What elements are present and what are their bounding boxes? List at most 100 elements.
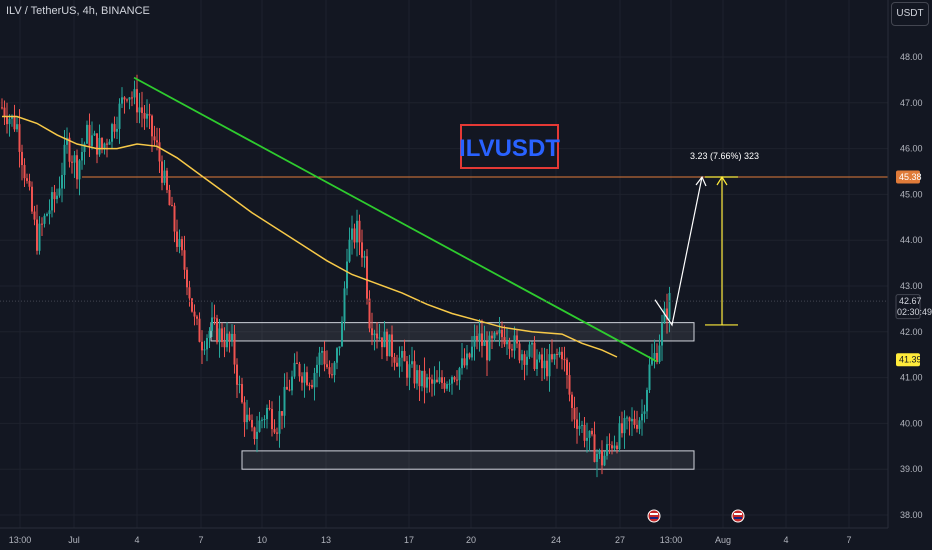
candle-body bbox=[113, 124, 116, 132]
candle-body bbox=[433, 379, 436, 384]
candle-body bbox=[331, 374, 333, 376]
candle-body bbox=[246, 414, 248, 423]
candle bbox=[26, 173, 28, 184]
candle bbox=[291, 370, 293, 396]
currency-button[interactable]: USDT bbox=[891, 2, 929, 26]
candle bbox=[243, 396, 246, 437]
candle bbox=[68, 132, 71, 168]
candle-body bbox=[371, 328, 373, 336]
candle-body bbox=[88, 124, 91, 146]
candle bbox=[256, 416, 258, 453]
candle-body bbox=[631, 418, 633, 422]
candle-body bbox=[353, 228, 356, 243]
candle-body bbox=[78, 160, 81, 180]
candle-body bbox=[426, 377, 428, 388]
candle-body bbox=[158, 142, 161, 162]
candle bbox=[313, 367, 316, 401]
candle bbox=[501, 321, 503, 348]
candle-body bbox=[333, 362, 336, 376]
candle bbox=[216, 314, 218, 345]
candle-body bbox=[186, 269, 188, 288]
candle-body bbox=[506, 341, 508, 345]
candle bbox=[496, 330, 498, 336]
candle-body bbox=[183, 250, 186, 270]
price-tag-value: 45.38 bbox=[899, 172, 922, 182]
candle bbox=[431, 374, 433, 397]
candle-body bbox=[431, 379, 433, 384]
candle bbox=[236, 358, 238, 399]
flag-stripe bbox=[650, 513, 658, 515]
candle-body bbox=[281, 411, 283, 416]
candle bbox=[356, 209, 358, 257]
candle-body bbox=[193, 311, 196, 317]
candle-body bbox=[656, 352, 658, 363]
candle-body bbox=[486, 341, 488, 361]
candle bbox=[351, 215, 353, 255]
candle-body bbox=[363, 256, 366, 258]
candle bbox=[536, 349, 538, 376]
candle-body bbox=[103, 143, 106, 149]
candle-body bbox=[643, 411, 646, 414]
candle bbox=[153, 125, 156, 147]
candle bbox=[311, 379, 313, 389]
candle-body bbox=[6, 116, 8, 125]
candle bbox=[196, 314, 198, 326]
flag-stripe bbox=[734, 513, 742, 515]
candle bbox=[118, 98, 121, 144]
candle-body bbox=[126, 99, 128, 101]
candle bbox=[323, 341, 326, 372]
candle-body bbox=[206, 337, 208, 350]
candle bbox=[283, 373, 286, 428]
candle-body bbox=[473, 335, 476, 347]
candle bbox=[633, 410, 636, 429]
candle bbox=[183, 235, 186, 279]
candle bbox=[518, 341, 521, 364]
candle-body bbox=[271, 409, 273, 430]
candle bbox=[331, 363, 333, 379]
candle bbox=[463, 348, 466, 368]
candle-body bbox=[248, 414, 251, 420]
event-icons bbox=[647, 509, 745, 523]
candle-body bbox=[3, 107, 6, 117]
candle-body bbox=[228, 333, 231, 342]
candle bbox=[276, 427, 278, 441]
candle-body bbox=[16, 124, 18, 130]
us-flag-icon bbox=[647, 509, 661, 523]
price-tag-countdown: 02:30:49 bbox=[897, 307, 932, 317]
candle-body bbox=[366, 256, 368, 299]
candle-body bbox=[241, 384, 243, 403]
candle-body bbox=[421, 370, 423, 387]
candle bbox=[556, 348, 558, 369]
flag-circle bbox=[731, 509, 745, 523]
x-tick-label: 10 bbox=[257, 535, 267, 545]
candle-body bbox=[343, 288, 346, 322]
candle bbox=[251, 414, 253, 432]
candle bbox=[648, 356, 651, 394]
candle-body bbox=[351, 228, 353, 240]
candle-body bbox=[211, 317, 213, 331]
chart-title: ILVUSDT bbox=[459, 135, 560, 162]
candle bbox=[418, 365, 421, 401]
candle-body bbox=[608, 444, 611, 446]
candle-body bbox=[633, 418, 636, 425]
candle bbox=[33, 205, 36, 226]
candle-body bbox=[541, 354, 543, 369]
candle-body bbox=[573, 407, 576, 420]
candle-body bbox=[496, 332, 498, 334]
candle-body bbox=[178, 239, 181, 247]
candle bbox=[316, 356, 318, 388]
candle-body bbox=[478, 333, 481, 341]
candle bbox=[208, 327, 211, 349]
candle bbox=[566, 357, 568, 389]
x-tick-label: 13:00 bbox=[660, 535, 683, 545]
candle bbox=[51, 186, 53, 218]
candle bbox=[366, 249, 368, 305]
candle bbox=[278, 395, 281, 448]
candle-body bbox=[221, 328, 223, 343]
candle bbox=[548, 343, 551, 392]
candle bbox=[483, 325, 486, 346]
candle-body bbox=[66, 137, 68, 145]
candle bbox=[646, 387, 648, 420]
candle-body bbox=[31, 186, 33, 212]
